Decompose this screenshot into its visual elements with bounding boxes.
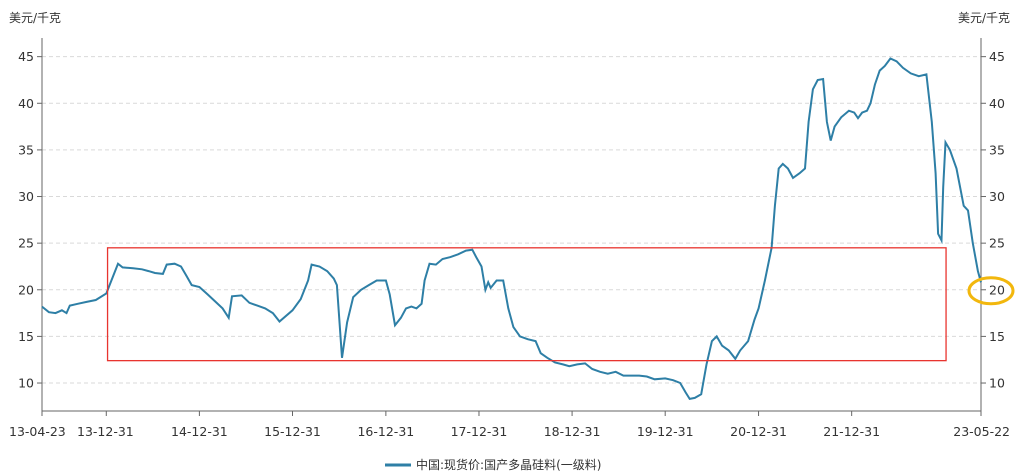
y-tick-label-right: 30: [989, 189, 1005, 204]
x-tick-label: 21-12-31: [823, 424, 880, 439]
y-tick-label-right: 40: [989, 96, 1005, 111]
left-unit-label: 美元/千克: [9, 11, 61, 25]
y-tick-label-left: 45: [18, 49, 34, 64]
y-tick-label-left: 10: [18, 376, 34, 391]
y-axis-right: 10 15 20 25 30 35 40 45: [981, 49, 1005, 391]
x-tick-label: 13-12-31: [77, 424, 134, 439]
x-tick-label: 18-12-31: [544, 424, 601, 439]
highlight-circle: [967, 276, 1015, 306]
x-tick-label: 20-12-31: [730, 424, 787, 439]
y-tick-label-right: 10: [989, 376, 1005, 391]
y-tick-label-left: 25: [18, 236, 34, 251]
y-tick-label-left: 35: [18, 142, 34, 157]
x-tick-label: 13-04-23: [9, 424, 66, 439]
y-tick-label-left: 30: [18, 189, 34, 204]
highlight-box: [106, 247, 947, 362]
y-tick-label-right: 20: [989, 282, 1005, 297]
y-tick-label-right: 15: [989, 329, 1005, 344]
y-tick-label-right: 35: [989, 142, 1005, 157]
series-line-polysilicon: [41, 57, 982, 401]
x-tick-label: 23-05-22: [953, 424, 1010, 439]
legend-label: 中国:现货价:国产多晶硅料(一级料): [416, 457, 601, 472]
legend: 中国:现货价:国产多晶硅料(一级料): [385, 457, 601, 472]
grid-lines: [42, 56, 981, 384]
y-tick-label-left: 20: [18, 282, 34, 297]
y-tick-label-left: 15: [18, 329, 34, 344]
y-axis-left: 10 15 20 25 30 35 40 45: [18, 49, 42, 391]
x-tick-label: 19-12-31: [637, 424, 694, 439]
x-tick-label: 14-12-31: [171, 424, 228, 439]
x-tick-label: 17-12-31: [451, 424, 508, 439]
y-tick-label-left: 40: [18, 96, 34, 111]
right-unit-label: 美元/千克: [958, 11, 1010, 25]
x-tick-label: 16-12-31: [357, 424, 414, 439]
y-tick-label-right: 45: [989, 49, 1005, 64]
x-tick-label: 15-12-31: [264, 424, 321, 439]
x-axis: 13-04-23 13-12-31 14-12-31 15-12-31 16-12-31…: [9, 411, 1010, 439]
y-tick-label-right: 25: [989, 236, 1005, 251]
